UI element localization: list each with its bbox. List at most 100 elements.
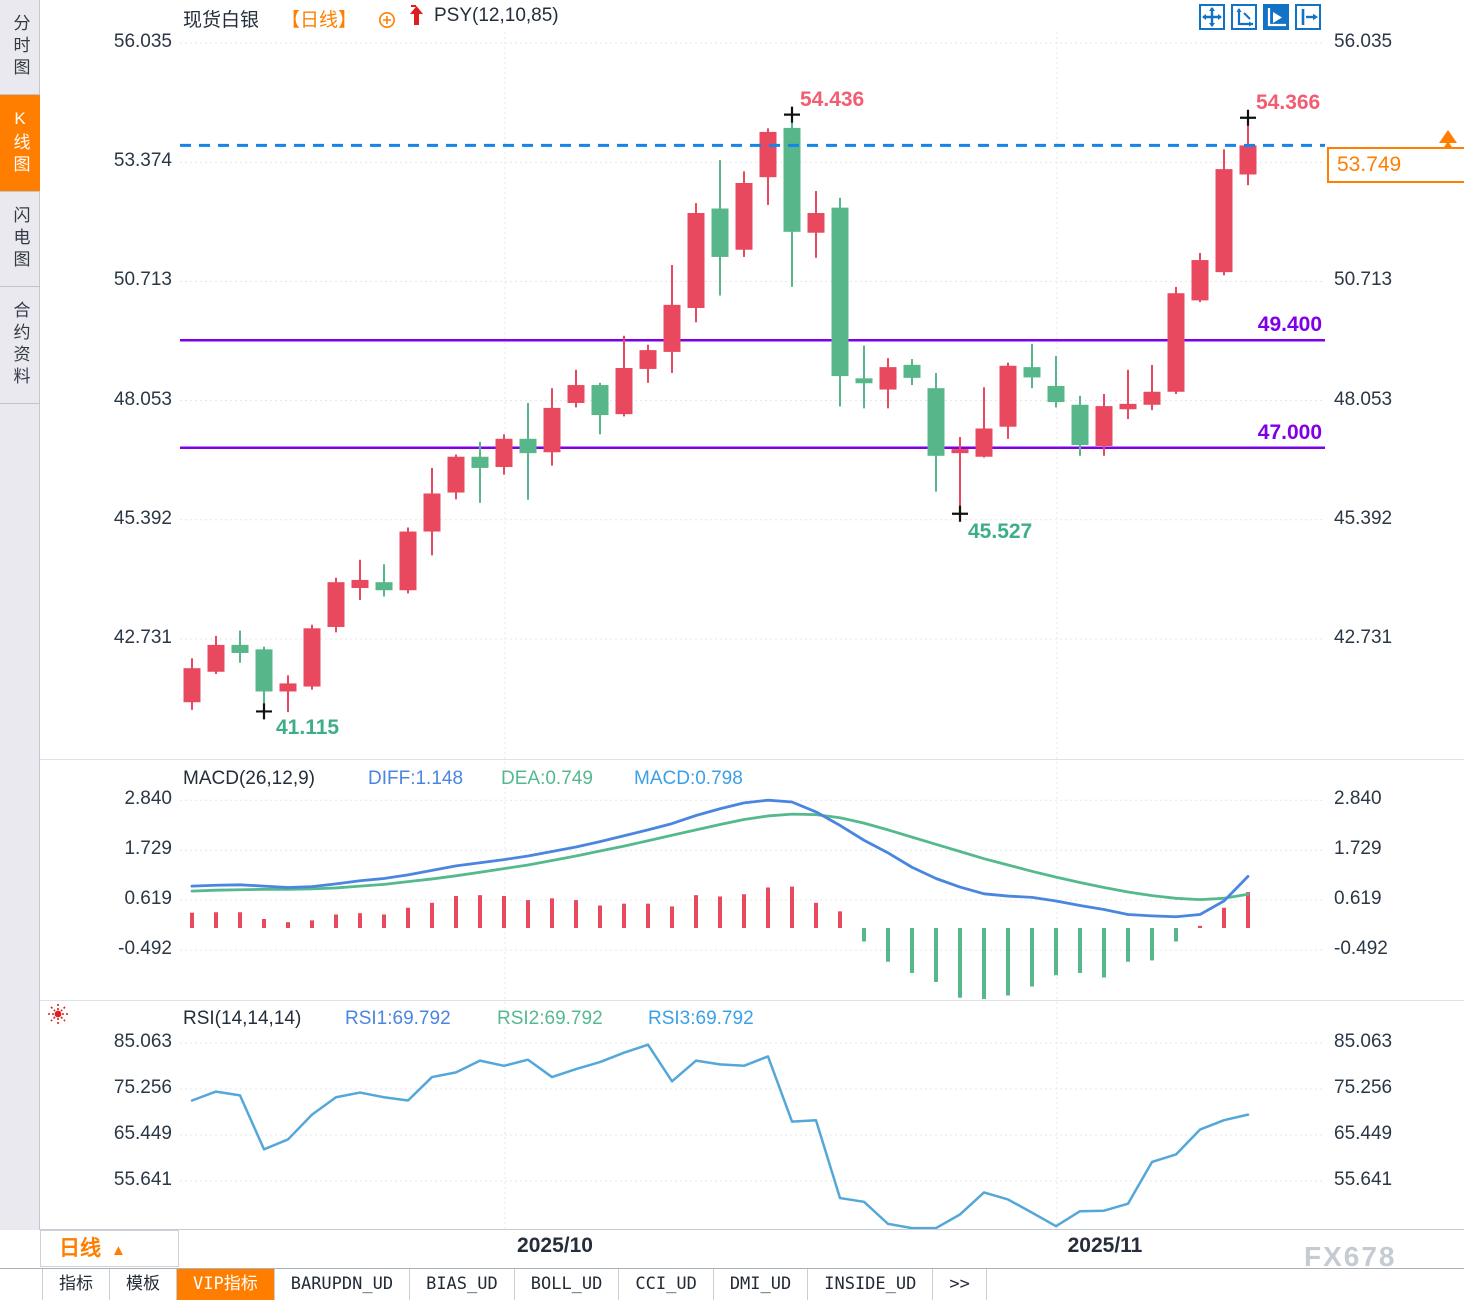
macd-bar-positive (718, 896, 722, 928)
macd-bar-positive (454, 896, 458, 928)
sidebar-item-3[interactable]: 合约资料 (0, 287, 40, 404)
macd-bar-positive (814, 902, 818, 928)
macd-bar-positive (790, 886, 794, 928)
macd-bar-positive (190, 912, 194, 928)
chart-play-icon[interactable] (1263, 4, 1289, 30)
candle-body (471, 456, 489, 468)
candle-body (1047, 385, 1065, 403)
bottom-tab-0[interactable]: 指标 (42, 1269, 110, 1300)
candle-body (1191, 260, 1209, 301)
candle-body (303, 628, 321, 687)
candle-body (1143, 391, 1161, 405)
axis-tick-label: 50.713 (113, 269, 172, 291)
candle-body (879, 367, 897, 390)
bottom-tab-2[interactable]: VIP指标 (177, 1269, 275, 1300)
candle-body (399, 531, 417, 591)
bottom-tab-1[interactable]: 模板 (110, 1269, 177, 1300)
rsi2-value: RSI2:69.792 (497, 1008, 603, 1029)
bottom-tab-5[interactable]: BOLL_UD (515, 1269, 620, 1300)
macd-bar-negative (1054, 928, 1058, 976)
macd-title: MACD(26,12,9) (183, 768, 315, 789)
support-level-label: 47.000 (1257, 421, 1322, 444)
candle-body (903, 364, 921, 378)
up-arrow-icon (408, 5, 425, 32)
macd-bar-negative (1174, 928, 1178, 942)
candle-body (951, 449, 969, 454)
macd-bar-negative (1150, 928, 1154, 961)
watermark: FX678 (1304, 1241, 1397, 1272)
axis-tick-label: 55.641 (1334, 1168, 1393, 1190)
macd-bar-positive (262, 919, 266, 928)
candle-body (1239, 145, 1257, 175)
macd-bar-positive (670, 906, 674, 928)
sidebar-item-0[interactable]: 分时图 (0, 0, 40, 95)
macd-diff-value: DIFF:1.148 (368, 768, 464, 789)
macd-bar-positive (766, 887, 770, 928)
start-low-price-label: 41.115 (276, 716, 340, 739)
panel-divider (40, 1229, 1464, 1230)
candle-body (543, 407, 561, 453)
axis-tick-label: 55.641 (113, 1168, 172, 1190)
candle-body (735, 183, 753, 250)
candle-body (447, 456, 465, 493)
bottom-tab-6[interactable]: CCI_UD (619, 1269, 714, 1300)
rsi3-value: RSI3:69.792 (648, 1008, 754, 1029)
candle-body (231, 644, 249, 653)
macd-bar-positive (694, 895, 698, 928)
indicator-tab-bar: 指标 模板 VIP指标 BARUPDN_UD BIAS_UD BOLL_UD CCI_UD D… (0, 1268, 1464, 1300)
bottom-tab-8[interactable]: INSIDE_UD (808, 1269, 934, 1300)
axis-scale-icon[interactable] (1231, 4, 1257, 30)
candle-body (1167, 293, 1185, 392)
axis-tick-label: -0.492 (1334, 938, 1388, 960)
candle-body (1119, 403, 1137, 410)
candle-body (567, 385, 585, 403)
bottom-tab-4[interactable]: BIAS_UD (410, 1269, 515, 1300)
macd-bar-negative (1126, 928, 1130, 962)
axis-tick-label: 42.731 (1334, 627, 1393, 649)
axis-tick-label: 85.063 (1334, 1031, 1393, 1052)
candle-body (807, 213, 825, 233)
panel-divider (40, 759, 1464, 760)
axis-tick-label: 48.053 (1334, 388, 1393, 410)
macd-bar-positive (214, 912, 218, 928)
macd-bar-positive (238, 912, 242, 928)
candle-body (255, 649, 273, 692)
candle-body (999, 365, 1017, 427)
macd-bar-positive (310, 920, 314, 928)
pan-icon[interactable] (1199, 4, 1225, 30)
axis-tick-label: 56.035 (1334, 31, 1393, 52)
candle-body (327, 582, 345, 627)
dea-line (190, 812, 1250, 902)
extreme-marker (784, 106, 800, 123)
current-price-box: 53.749 (1327, 147, 1464, 183)
low-price-label: 45.527 (968, 520, 1033, 543)
period-tag: 【日线】 (281, 10, 358, 31)
sidebar-item-1[interactable]: K线图 (0, 95, 40, 192)
bottom-tab-7[interactable]: DMI_UD (714, 1269, 809, 1300)
bottom-tab-9[interactable]: >> (933, 1269, 987, 1300)
period-selector[interactable]: 日线 ▲ (40, 1230, 179, 1267)
add-indicator-icon[interactable] (378, 11, 396, 34)
alert-sun-icon[interactable] (48, 1004, 68, 1029)
sidebar-item-2[interactable]: 闪电图 (0, 192, 40, 287)
candle-body (783, 127, 801, 232)
macd-bar-positive (1222, 907, 1226, 928)
macd-bar-negative (958, 928, 962, 998)
axis-tick-label: 75.256 (113, 1076, 172, 1098)
candle-body (759, 131, 777, 178)
axis-tick-label: 0.619 (1334, 888, 1382, 910)
axis-tick-label: -0.492 (118, 938, 172, 960)
bottom-tab-3[interactable]: BARUPDN_UD (275, 1269, 411, 1300)
macd-value: MACD:0.798 (634, 768, 743, 789)
macd-bar-negative (910, 928, 914, 973)
macd-dea-value: DEA:0.749 (501, 768, 593, 789)
candle-body (591, 385, 609, 416)
macd-bar-positive (1198, 925, 1202, 928)
candle-body (1071, 404, 1089, 446)
x-axis-label-nov: 2025/11 (1067, 1234, 1143, 1257)
macd-bar-positive (550, 898, 554, 928)
jump-latest-icon[interactable] (1295, 4, 1321, 30)
candle-body (1023, 367, 1041, 378)
